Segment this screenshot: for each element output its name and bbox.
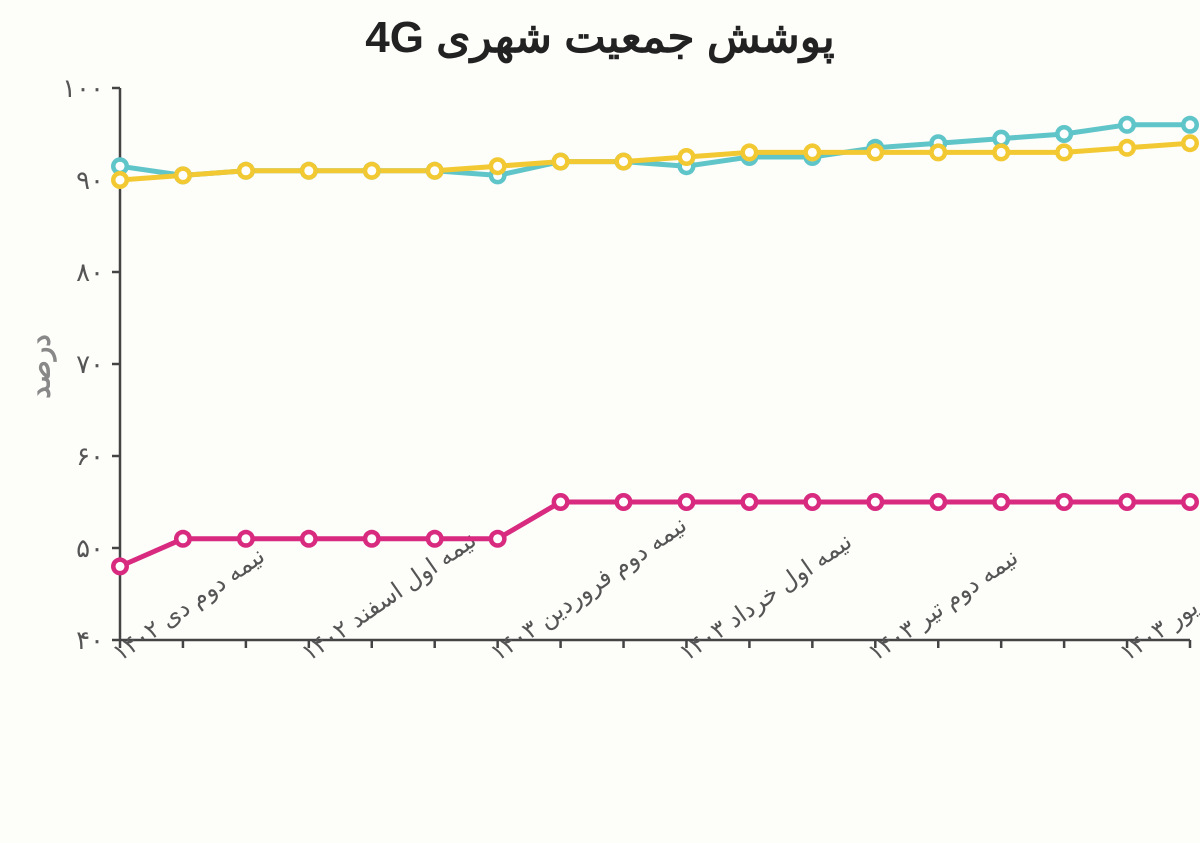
series-yellow-marker-inner	[997, 148, 1006, 157]
series-yellow-marker-inner	[682, 153, 691, 162]
series-magenta-marker-inner	[808, 498, 817, 507]
chart-container: پوشش جمعیت شهری 4G درصد ۴۰۵۰۶۰۷۰۸۰۹۰۱۰۰ن…	[0, 0, 1200, 843]
series-magenta-marker-inner	[116, 562, 125, 571]
x-tick-label: نیمه دوم شهریور ۱۴۰۳	[1115, 516, 1200, 667]
series-cyan-marker-inner	[1123, 120, 1132, 129]
series-magenta-marker-inner	[997, 498, 1006, 507]
y-tick-label: ۸۰	[76, 257, 104, 287]
series-yellow-marker-inner	[1060, 148, 1069, 157]
series-magenta-marker-inner	[1123, 498, 1132, 507]
series-yellow-marker-inner	[808, 148, 817, 157]
series-yellow-marker-inner	[871, 148, 880, 157]
x-tick-label: نیمه اول خرداد ۱۴۰۳	[674, 528, 857, 667]
series-magenta-marker-inner	[1060, 498, 1069, 507]
series-magenta-marker-inner	[178, 534, 187, 543]
x-tick-label: نیمه دوم فروردین ۱۴۰۳	[486, 511, 692, 667]
series-magenta-marker-inner	[367, 534, 376, 543]
series-yellow-marker-inner	[1123, 143, 1132, 152]
series-magenta-marker-inner	[430, 534, 439, 543]
series-yellow-marker-inner	[745, 148, 754, 157]
y-tick-label: ۴۰	[76, 625, 104, 655]
series-magenta-marker-inner	[1186, 498, 1195, 507]
series-magenta-marker-inner	[934, 498, 943, 507]
y-tick-label: ۵۰	[76, 533, 104, 563]
series-magenta-marker-inner	[682, 498, 691, 507]
x-tick-label: نیمه اول اسفند ۱۴۰۲	[297, 526, 482, 667]
series-magenta-marker-inner	[745, 498, 754, 507]
series-yellow-marker-inner	[1186, 139, 1195, 148]
series-cyan-marker-inner	[997, 134, 1006, 143]
series-magenta-marker-inner	[556, 498, 565, 507]
series-yellow-line	[120, 143, 1190, 180]
series-cyan-marker-inner	[116, 162, 125, 171]
y-tick-label: ۶۰	[76, 441, 104, 471]
series-magenta-marker-inner	[619, 498, 628, 507]
series-yellow-marker-inner	[556, 157, 565, 166]
series-yellow-marker-inner	[934, 148, 943, 157]
series-yellow-marker-inner	[367, 166, 376, 175]
series-magenta-marker-inner	[871, 498, 880, 507]
series-yellow-marker-inner	[430, 166, 439, 175]
series-yellow-marker-inner	[241, 166, 250, 175]
x-tick-label: نیمه دوم تیر ۱۴۰۳	[863, 544, 1023, 667]
series-magenta-marker-inner	[241, 534, 250, 543]
y-tick-label: ۹۰	[76, 165, 104, 195]
chart-svg: ۴۰۵۰۶۰۷۰۸۰۹۰۱۰۰نیمه دوم دی ۱۴۰۲نیمه اول …	[0, 0, 1200, 843]
series-yellow-marker-inner	[493, 162, 502, 171]
y-tick-label: ۱۰۰	[62, 73, 104, 103]
y-tick-label: ۷۰	[76, 349, 104, 379]
series-cyan-marker-inner	[1060, 130, 1069, 139]
series-yellow-marker-inner	[304, 166, 313, 175]
series-magenta-marker-inner	[304, 534, 313, 543]
y-axis-label: درصد	[24, 334, 57, 398]
series-yellow-marker-inner	[619, 157, 628, 166]
series-magenta-marker-inner	[493, 534, 502, 543]
series-yellow-marker-inner	[178, 171, 187, 180]
chart-title: پوشش جمعیت شهری 4G	[0, 12, 1200, 63]
series-yellow-marker-inner	[116, 176, 125, 185]
series-cyan-marker-inner	[1186, 120, 1195, 129]
